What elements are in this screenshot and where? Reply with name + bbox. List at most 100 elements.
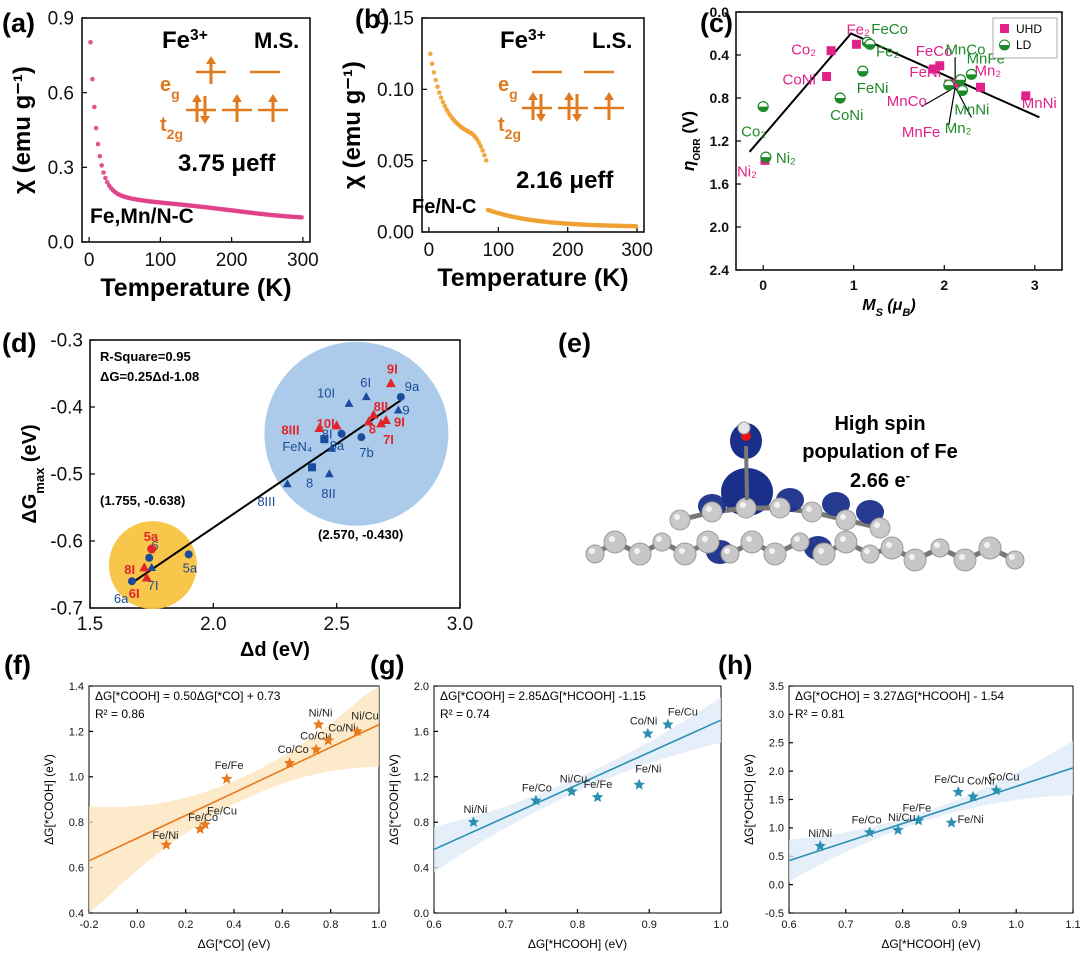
y-tick-label: 1.2 xyxy=(414,772,429,784)
r-squared: R² = 0.86 xyxy=(95,707,145,721)
y-tick-label: 1.5 xyxy=(769,794,784,806)
data-point xyxy=(101,170,106,175)
x-tick-label: 1.1 xyxy=(1065,919,1080,931)
blue-point-label: 6I xyxy=(360,375,371,390)
data-star xyxy=(199,818,211,830)
sample-label: Fe,Mn/N-C xyxy=(90,205,194,228)
y-tick-label: 0.0 xyxy=(769,879,784,891)
x-tick-label: 0.8 xyxy=(323,919,338,931)
molecule-atom xyxy=(740,530,764,554)
ld-point-label: FeNi xyxy=(857,80,889,97)
molecule-atom xyxy=(652,532,672,552)
point-label: Fe/Fe xyxy=(215,760,244,772)
high-cluster-bubble xyxy=(264,341,449,526)
data-star xyxy=(194,823,206,834)
red-point xyxy=(363,416,374,426)
data-point xyxy=(97,153,103,159)
atom-highlight xyxy=(864,548,870,554)
r-square-label: R-Square=0.95 xyxy=(100,349,191,364)
x-axis-title: ΔG[*CO] (eV) xyxy=(198,937,271,951)
annotation-high: (2.570, -0.430) xyxy=(318,527,403,542)
panel-d: (d) 1.5 2.0 2.5 3.0 -0.3 -0.4 -0.5 -0.6 -0.7 Δd (e… xyxy=(2,328,473,661)
r-squared: R² = 0.74 xyxy=(440,707,490,721)
y-tick-label: 0.6 xyxy=(48,83,74,104)
ld-point-label: Mn₂ xyxy=(945,120,972,137)
atom-highlight xyxy=(656,536,662,542)
y-tick-label: -0.5 xyxy=(50,465,83,486)
blue-point xyxy=(357,433,366,442)
red-point-label: 8 xyxy=(369,422,376,437)
uhd-point xyxy=(822,72,832,81)
y-axis-title: χ (emu g⁻¹) xyxy=(9,66,36,194)
moment-value: 2.16 μeff xyxy=(516,167,614,194)
x-tick-label: 0.7 xyxy=(498,919,513,931)
x-axis-title: ΔG[*HCOOH] (eV) xyxy=(881,937,980,951)
point-label: Fe/Co xyxy=(522,783,552,795)
data-star xyxy=(642,727,654,739)
atom-highlight xyxy=(874,522,880,528)
panel-f: (f) -0.2 0.0 0.2 0.4 0.6 0.8 1.0 0.4 0.6 0.8 1.0 1.2… xyxy=(4,650,387,951)
x-tick-label: 0.6 xyxy=(426,919,441,931)
ld-point-label: MnCo xyxy=(945,41,985,58)
x-axis-title: Δd (eV) xyxy=(240,639,310,661)
y-tick-label: 0.5 xyxy=(769,851,784,863)
data-star xyxy=(990,784,1002,796)
point-label: Fe/Fe xyxy=(584,779,613,791)
molecule-atom xyxy=(869,517,891,539)
atom-highlight xyxy=(794,536,800,542)
data-point xyxy=(478,144,484,149)
eg-label: eg xyxy=(498,74,518,102)
data-point xyxy=(480,148,485,153)
spin-up-arrow-head xyxy=(268,94,278,102)
data-star xyxy=(633,778,645,790)
atom-highlight xyxy=(840,514,846,520)
molecule-atom xyxy=(801,501,823,523)
x-tick-label: 0.4 xyxy=(226,919,241,931)
uhd-point-label: Ni₂ xyxy=(737,163,757,180)
point-label: Co/Ni xyxy=(967,776,995,788)
y-tick-label: 0.0 xyxy=(48,233,74,254)
panel-c: (c) 0 1 2 3 0.0 0.4 0.8 1.2 1.6 2.0 2.4 MS (μB) ηORR … xyxy=(679,4,1063,319)
atom-highlight xyxy=(934,542,940,548)
ld-point-fill xyxy=(760,157,771,163)
data-star xyxy=(945,816,958,828)
blue-point-label: 9a xyxy=(405,379,420,394)
x-tick-label: 2.5 xyxy=(323,614,349,635)
panel-b: (b) 0 100 200 300 0.00 0.05 0.10 0.15 Temperature… xyxy=(339,4,653,292)
y-tick-label: 0.3 xyxy=(48,158,74,179)
x-tick-label: 3.0 xyxy=(447,614,473,635)
y-tick-label: 0.0 xyxy=(710,4,730,20)
y-tick-label: -0.7 xyxy=(50,599,83,620)
y-tick-label: 1.2 xyxy=(69,726,84,738)
data-star xyxy=(160,838,172,850)
atom-highlight xyxy=(589,548,595,554)
y-tick-label: 0.05 xyxy=(377,151,414,172)
y-tick-label: -0.4 xyxy=(50,398,83,419)
red-point-label: 10I xyxy=(317,416,335,431)
uhd-point xyxy=(935,61,945,71)
x-tick-label: 0.8 xyxy=(895,919,910,931)
point-label: Ni/Ni xyxy=(808,828,832,840)
red-point xyxy=(141,572,152,582)
x-axis-title: Temperature (K) xyxy=(100,274,291,302)
point-label: Fe/Ni xyxy=(635,764,661,776)
red-point-label: 5a xyxy=(144,529,159,544)
blue-point xyxy=(282,479,292,488)
annotation-low: (1.755, -0.638) xyxy=(100,493,185,508)
molecule-atom xyxy=(628,542,652,566)
y-tick-label: 0.4 xyxy=(69,908,84,920)
data-star xyxy=(566,785,578,797)
spin-state-label: M.S. xyxy=(254,28,299,53)
ld-point-fill xyxy=(966,74,977,80)
fit-line xyxy=(131,399,402,584)
blue-point-label: 8a xyxy=(330,438,345,453)
blue-point-label: 7I xyxy=(148,578,159,593)
blue-point-label: 5a xyxy=(183,560,198,575)
plot-frame xyxy=(81,17,311,243)
data-point xyxy=(428,51,433,57)
data-star xyxy=(312,718,325,730)
point-label: Ni/Cu xyxy=(351,710,379,722)
red-point xyxy=(381,415,391,424)
blue-point xyxy=(344,398,354,407)
uhd-point xyxy=(1021,91,1031,101)
